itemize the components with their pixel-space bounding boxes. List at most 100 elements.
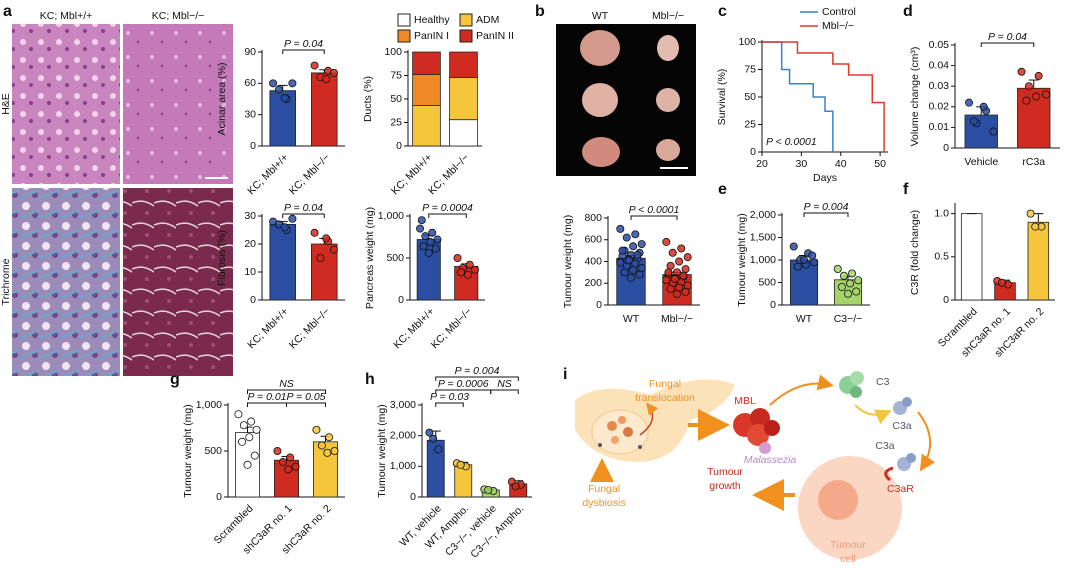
legend-swatch xyxy=(459,13,473,27)
legend-swatch xyxy=(459,29,473,43)
fungi xyxy=(611,436,619,444)
data-point xyxy=(310,228,319,237)
survival-line xyxy=(762,41,834,152)
y-axis-label: Ducts (%) xyxy=(362,76,374,122)
diagram-label: translocation xyxy=(635,392,695,404)
tumour xyxy=(656,139,680,161)
panel-letter: h xyxy=(365,371,375,388)
bar-segment xyxy=(412,51,441,75)
y-tick-label: 100 xyxy=(384,46,402,58)
panel-letter: f xyxy=(903,181,909,198)
data-point xyxy=(1032,92,1041,101)
bracket xyxy=(980,42,1035,47)
data-point xyxy=(837,282,846,291)
p-value: P = 0.04 xyxy=(988,31,1027,43)
y-tick-label: 1,500 xyxy=(750,231,776,243)
image-column-label: KC; Mbl+/+ xyxy=(40,10,93,22)
x-tick-label: WT xyxy=(796,313,813,325)
fungi xyxy=(618,416,626,424)
x-tick-label: KC; Mbl+/+ xyxy=(245,306,291,352)
bracket xyxy=(490,389,519,394)
y-axis-label: Tumour weight (mg) xyxy=(562,215,574,309)
data-point xyxy=(417,216,426,225)
data-point xyxy=(683,253,692,262)
data-point xyxy=(675,257,684,266)
data-point xyxy=(278,458,287,467)
y-tick-label: 1,000 xyxy=(750,254,776,266)
data-point xyxy=(325,433,334,442)
data-point xyxy=(1022,96,1031,105)
data-point xyxy=(288,79,297,88)
data-point xyxy=(421,232,430,241)
y-axis-label: Tumour weight (mg) xyxy=(182,404,194,498)
data-point xyxy=(457,268,466,277)
y-tick-label: 0.01 xyxy=(929,121,950,133)
p-value: P < 0.0001 xyxy=(766,136,817,148)
fungi xyxy=(623,427,633,437)
data-point xyxy=(631,230,640,239)
y-tick-label: 0 xyxy=(770,299,776,311)
data-point xyxy=(424,248,433,257)
tumour xyxy=(657,35,679,61)
y-tick-label: 50 xyxy=(390,93,402,105)
data-point xyxy=(666,261,675,270)
data-point xyxy=(677,244,686,253)
p-value: P = 0.0006 xyxy=(438,378,489,390)
y-tick-label: 100 xyxy=(738,36,756,48)
tumour xyxy=(582,83,618,117)
bacteria xyxy=(598,443,602,447)
legend-swatch xyxy=(397,29,411,43)
data-point xyxy=(416,224,425,233)
data-point xyxy=(662,237,671,246)
y-tick-label: 600 xyxy=(584,234,602,246)
bar xyxy=(454,464,473,498)
y-tick-label: 200 xyxy=(584,277,602,289)
data-point xyxy=(252,425,261,434)
data-point xyxy=(637,240,646,249)
data-point xyxy=(434,445,443,454)
data-point xyxy=(969,117,978,126)
y-axis-label: Fibrosis (%) xyxy=(216,230,228,286)
data-point xyxy=(288,214,297,223)
data-point xyxy=(329,68,338,77)
diagram-label: cell xyxy=(840,553,856,565)
image-column-label: Mbl−/− xyxy=(652,10,684,22)
y-tick-label: 1,000 xyxy=(196,399,222,411)
arrow xyxy=(854,404,892,425)
bracket xyxy=(630,215,678,220)
y-tick-label: 400 xyxy=(584,255,602,267)
bracket xyxy=(247,402,287,407)
data-point xyxy=(243,460,252,469)
data-point xyxy=(681,287,690,296)
panel-letter: g xyxy=(170,371,180,388)
panel-letter: e xyxy=(718,181,727,198)
bar-segment xyxy=(449,51,478,78)
panel-letter: a xyxy=(3,3,12,20)
data-point xyxy=(844,289,853,298)
y-axis-label: C3R (fold change) xyxy=(909,210,921,295)
data-point xyxy=(633,250,642,259)
y-tick-label: 0 xyxy=(943,294,949,306)
p-value: P = 0.04 xyxy=(284,38,323,50)
y-tick-label: 500 xyxy=(758,276,776,288)
y-tick-label: 0.04 xyxy=(929,59,950,71)
data-point xyxy=(800,255,809,264)
data-point xyxy=(681,265,690,274)
data-point xyxy=(425,428,434,437)
survival-line xyxy=(762,41,885,152)
p-value: P = 0.0004 xyxy=(422,202,473,214)
bracket xyxy=(282,49,325,54)
data-point xyxy=(429,434,438,443)
data-point xyxy=(808,251,817,260)
data-point xyxy=(1034,71,1043,80)
diagram-label: Fungal xyxy=(649,378,681,390)
data-point xyxy=(280,93,289,102)
bar-segment xyxy=(449,76,478,121)
data-point xyxy=(679,271,688,280)
data-point xyxy=(852,287,861,296)
arrow xyxy=(917,411,936,472)
data-point xyxy=(426,238,435,247)
data-point xyxy=(789,242,798,251)
p-value: P = 0.01 xyxy=(247,391,286,403)
